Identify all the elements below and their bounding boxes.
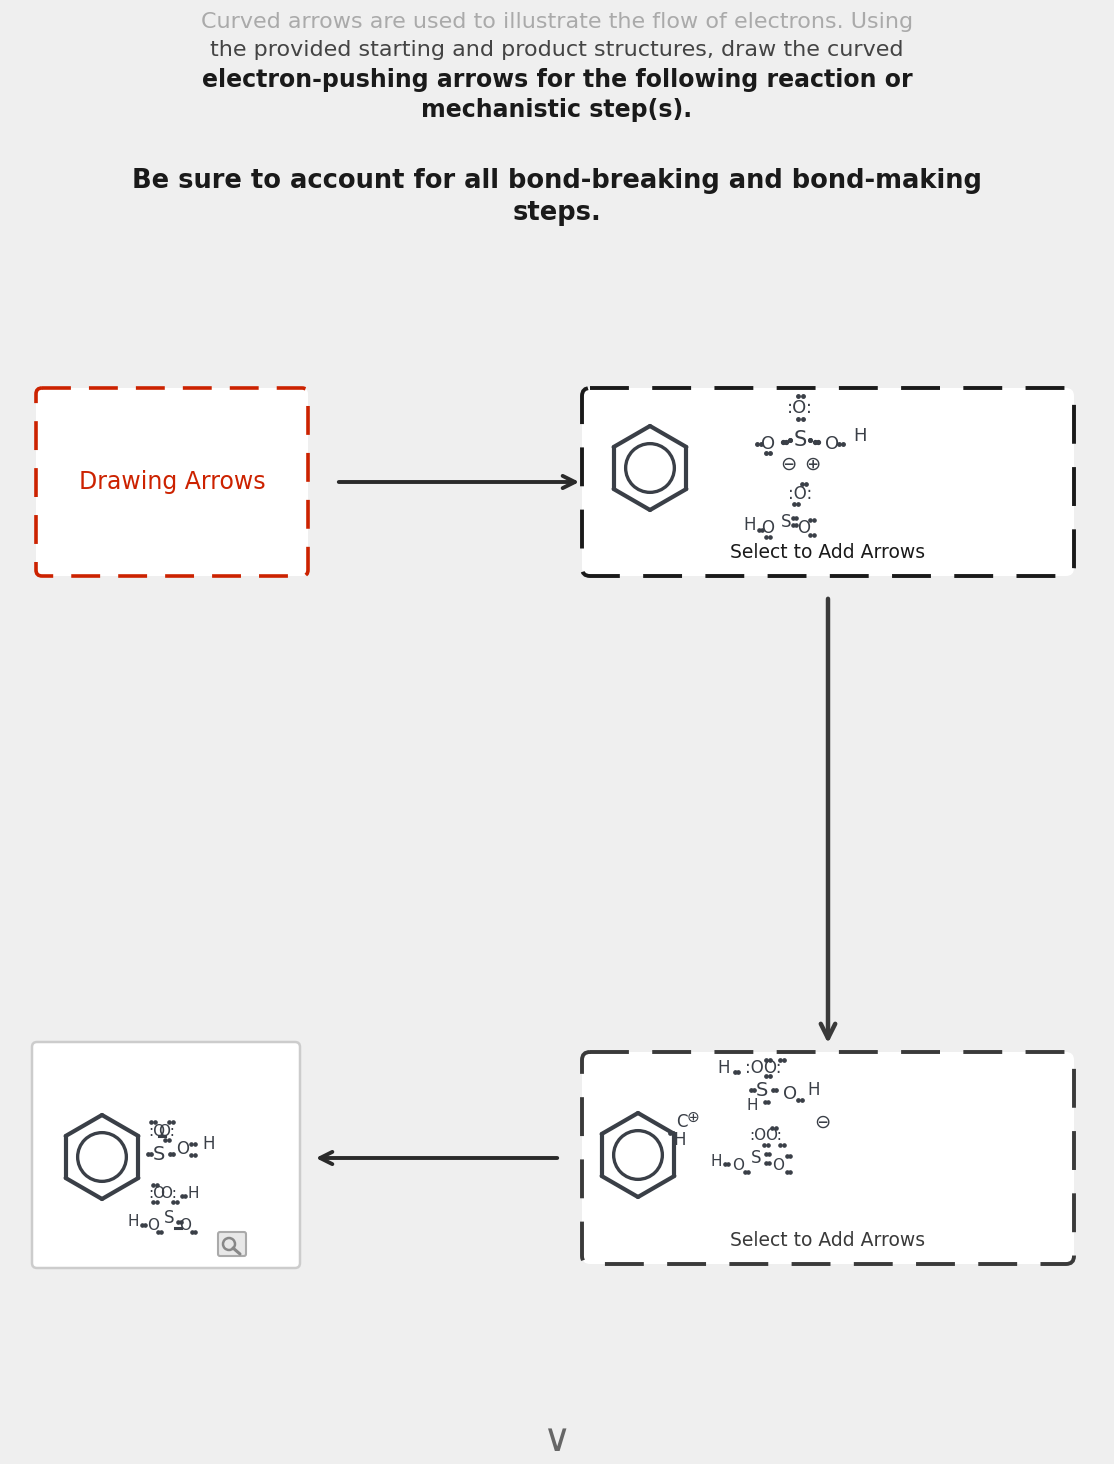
Text: the provided starting and product structures, draw the curved: the provided starting and product struct… xyxy=(211,40,903,60)
Text: ⊖: ⊖ xyxy=(780,454,797,473)
Text: O: O xyxy=(772,1158,784,1173)
Text: O: O xyxy=(179,1218,190,1233)
Text: O: O xyxy=(147,1218,159,1233)
Text: O: O xyxy=(761,435,775,452)
Text: :O: :O xyxy=(750,1129,766,1143)
Text: :O: :O xyxy=(744,1058,763,1078)
Text: Select to Add Arrows: Select to Add Arrows xyxy=(731,1231,926,1250)
FancyBboxPatch shape xyxy=(36,388,307,575)
Text: mechanistic step(s).: mechanistic step(s). xyxy=(421,98,693,122)
Text: S: S xyxy=(164,1209,174,1227)
Text: O: O xyxy=(783,1085,797,1102)
Text: O:: O: xyxy=(763,1058,781,1078)
Text: H: H xyxy=(744,515,756,534)
Text: Be sure to account for all bond-breaking and bond-making: Be sure to account for all bond-breaking… xyxy=(133,168,981,195)
Text: Curved arrows are used to illustrate the flow of electrons. Using: Curved arrows are used to illustrate the… xyxy=(201,12,913,32)
Text: H: H xyxy=(808,1080,820,1099)
Text: Drawing Arrows: Drawing Arrows xyxy=(79,470,265,493)
FancyBboxPatch shape xyxy=(582,1053,1074,1263)
Text: C: C xyxy=(676,1113,687,1132)
Text: H: H xyxy=(674,1132,686,1149)
Text: ⊕: ⊕ xyxy=(686,1110,700,1124)
FancyBboxPatch shape xyxy=(218,1233,246,1256)
Text: O:: O: xyxy=(158,1124,175,1139)
Text: :O: :O xyxy=(148,1124,166,1139)
Text: ∨: ∨ xyxy=(543,1422,571,1460)
Text: H: H xyxy=(853,427,867,445)
Text: electron-pushing arrows for the following reaction or: electron-pushing arrows for the followin… xyxy=(202,67,912,92)
Text: H: H xyxy=(203,1135,215,1154)
Text: S: S xyxy=(755,1080,769,1099)
Text: H: H xyxy=(187,1186,198,1202)
Text: S: S xyxy=(781,512,791,531)
Text: Select to Add Arrows: Select to Add Arrows xyxy=(731,543,926,562)
Text: ⊕: ⊕ xyxy=(804,454,820,473)
Text: H: H xyxy=(711,1154,722,1168)
Text: O:: O: xyxy=(160,1186,177,1202)
Text: ⊖: ⊖ xyxy=(814,1113,830,1132)
Text: steps.: steps. xyxy=(512,201,602,225)
Text: O: O xyxy=(798,520,811,537)
Text: :O:: :O: xyxy=(786,400,813,417)
Text: H: H xyxy=(127,1214,139,1228)
Text: O:: O: xyxy=(765,1129,782,1143)
Text: O: O xyxy=(176,1140,189,1158)
Text: O: O xyxy=(825,435,839,452)
Text: :O: :O xyxy=(148,1186,166,1202)
Text: O: O xyxy=(762,520,774,537)
Text: O: O xyxy=(732,1158,744,1173)
Text: :O:: :O: xyxy=(788,485,812,504)
Text: S: S xyxy=(153,1145,165,1164)
Text: S: S xyxy=(751,1149,761,1167)
FancyBboxPatch shape xyxy=(582,388,1074,575)
FancyBboxPatch shape xyxy=(32,1042,300,1268)
Text: H: H xyxy=(746,1098,758,1114)
Text: S: S xyxy=(793,430,807,449)
Text: H: H xyxy=(717,1058,731,1078)
